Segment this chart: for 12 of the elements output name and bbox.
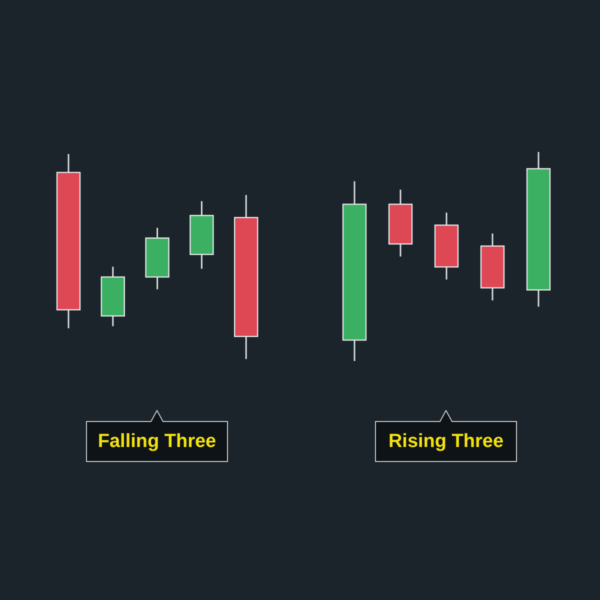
candlestick: [480, 232, 505, 302]
candlestick: [56, 153, 81, 329]
candlestick: [342, 180, 367, 362]
candlestick: [145, 227, 170, 290]
callout-box: Rising Three: [375, 410, 517, 462]
candlestick: [388, 188, 413, 258]
candlestick: [434, 212, 459, 280]
candlestick: [234, 194, 258, 360]
callout-box: Falling Three: [86, 410, 228, 462]
candlestick: [100, 266, 125, 327]
candlestick: [190, 200, 214, 270]
candlestick: [526, 151, 551, 308]
